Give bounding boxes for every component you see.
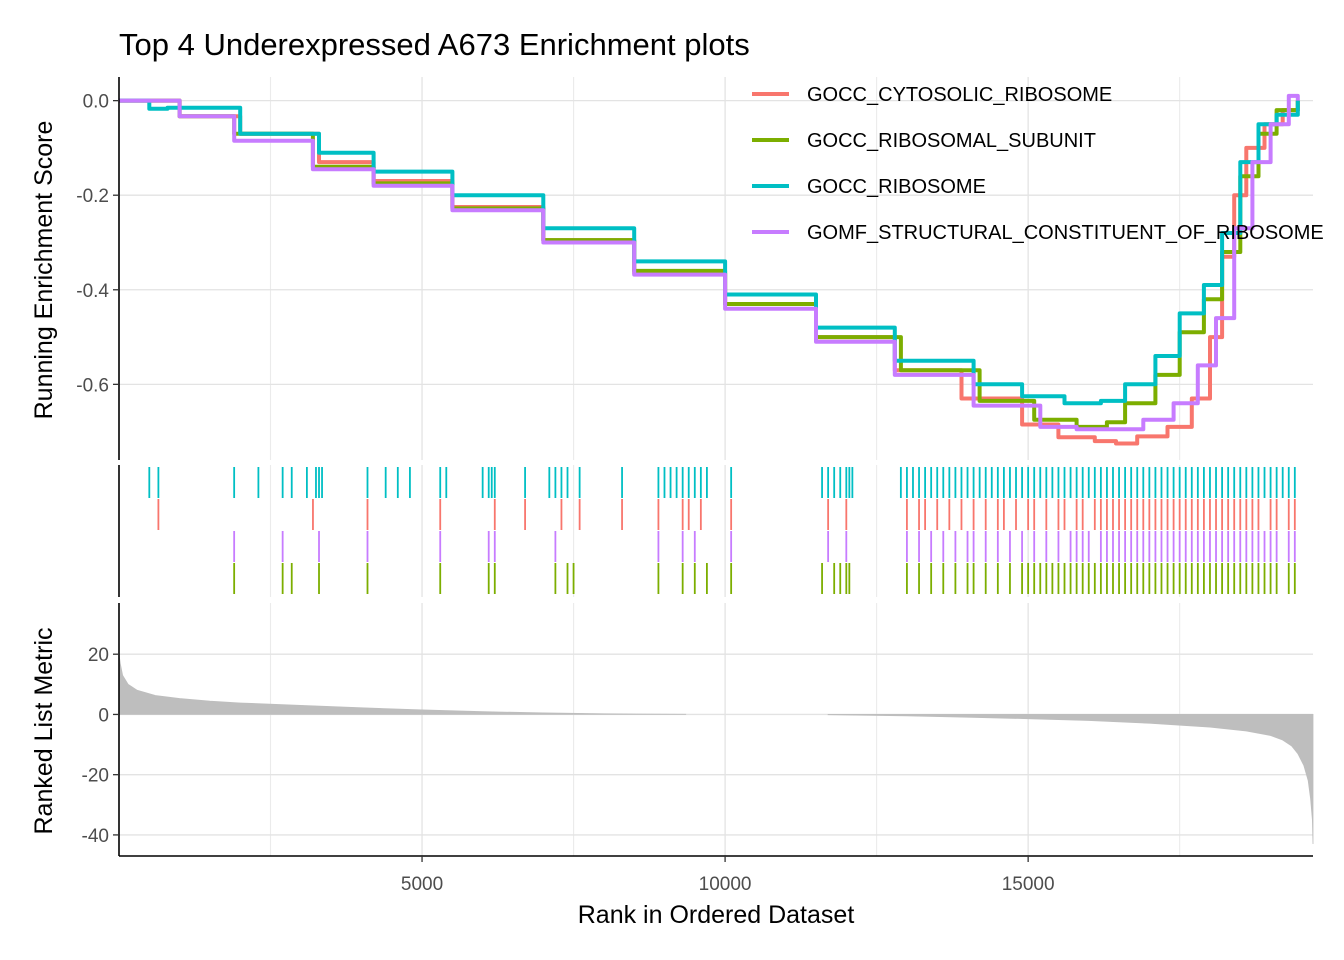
- legend-label-gocc-cytosolic-ribosome: GOCC_CYTOSOLIC_RIBOSOME: [807, 84, 1112, 106]
- legend-label-gocc-ribosome: GOCC_RIBOSOME: [807, 176, 986, 198]
- ranked-metric-area: [118, 654, 1314, 845]
- es-line-gocc-ribosome: [119, 98, 1300, 406]
- running-es-y-tick-label: -0.6: [76, 375, 109, 396]
- legend: GOCC_CYTOSOLIC_RIBOSOME GOCC_RIBOSOMAL_SU…: [752, 84, 1324, 244]
- rug-hit-marks: [148, 467, 1296, 594]
- x-tick-label: 5000: [401, 874, 443, 895]
- running-es-y-axis: 0.0 -0.2 -0.4 -0.6: [76, 77, 120, 460]
- ranked-metric-y-axis-label: Ranked List Metric: [30, 627, 58, 834]
- ranked-metric-y-tick-label: 20: [88, 645, 109, 666]
- ranked-metric-y-tick-label: -40: [82, 826, 109, 847]
- legend-label-gocc-ribosomal-subunit: GOCC_RIBOSOMAL_SUBUNIT: [807, 130, 1096, 152]
- gene-hit-rug-panel: [118, 465, 1296, 597]
- es-line-gocc-cytosolic-ribosome: [119, 98, 1300, 446]
- ranked-metric-axes: 20 0 -20 -40 5000 10000 15000: [82, 603, 1313, 895]
- running-es-y-axis-label: Running Enrichment Score: [30, 121, 58, 420]
- legend-label-gomf-structural-constituent-of-ribosome: GOMF_STRUCTURAL_CONSTITUENT_OF_RIBOSOME: [807, 222, 1324, 244]
- ranked-metric-panel: 20 0 -20 -40 5000 10000 15000 Ranked List Metr…: [30, 603, 1314, 929]
- running-es-y-tick-label: -0.4: [76, 281, 109, 302]
- ranked-metric-y-tick-label: 0: [98, 705, 109, 726]
- running-es-panel: 0.0 -0.2 -0.4 -0.6 Running Enrichment Score…: [30, 77, 1324, 460]
- ranked-metric-area-negative: [827, 714, 1314, 845]
- ranked-metric-area-positive: [118, 654, 687, 715]
- rug-gridlines: [269, 465, 1181, 597]
- es-line-gocc-ribosomal-subunit: [119, 98, 1300, 429]
- x-axis-label: Rank in Ordered Dataset: [578, 901, 855, 929]
- x-tick-label: 15000: [1002, 874, 1055, 895]
- chart-title: Top 4 Underexpressed A673 Enrichment plo…: [119, 27, 750, 62]
- es-line-gomf-structural-constituent-of-ribosome: [119, 93, 1300, 432]
- ranked-metric-gridlines: [119, 603, 1313, 856]
- running-es-y-tick-label: -0.2: [76, 186, 109, 207]
- x-tick-label: 10000: [699, 874, 752, 895]
- running-es-lines: [119, 93, 1300, 446]
- running-es-y-tick-label: 0.0: [83, 92, 109, 113]
- ranked-metric-y-tick-label: -20: [82, 766, 109, 787]
